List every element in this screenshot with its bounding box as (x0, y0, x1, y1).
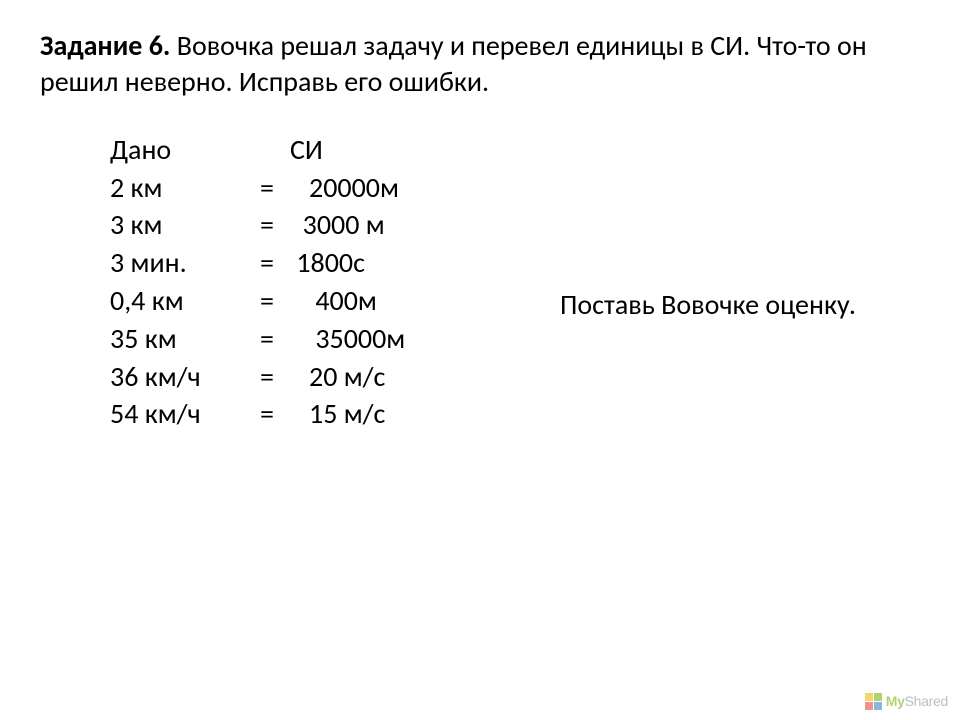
logo-text-shared: Shared (905, 693, 948, 709)
cell-eq: = (260, 206, 290, 244)
cell-value: 3000 м (290, 206, 385, 244)
grade-note: Поставь Вовочке оценку. (560, 286, 856, 324)
logo-text-my: My (886, 693, 905, 709)
table-header: Дано СИ (110, 131, 920, 169)
logo-square (874, 693, 882, 701)
cell-given: 0,4 км (110, 282, 260, 320)
cell-eq: = (260, 169, 290, 207)
cell-given: 36 км/ч (110, 358, 260, 396)
table-row: 54 км/ч = 15 м/с (110, 395, 920, 433)
logo-square (865, 693, 873, 701)
task-number: Задание 6. (40, 28, 170, 63)
cell-given: 3 км (110, 206, 260, 244)
cell-eq: = (260, 320, 290, 358)
cell-value: 20 м/с (290, 358, 385, 396)
cell-given: 2 км (110, 169, 260, 207)
cell-eq: = (260, 282, 290, 320)
cell-value: 400м (290, 282, 377, 320)
cell-value: 20000м (290, 169, 399, 207)
task-title: Задание 6. Вовочка решал задачу и переве… (40, 28, 920, 101)
table-row: 36 км/ч = 20 м/с (110, 358, 920, 396)
cell-value: 15 м/с (290, 395, 385, 433)
cell-given: 35 км (110, 320, 260, 358)
table-row: 3 мин. = 1800с (110, 244, 920, 282)
header-given: Дано (110, 131, 290, 169)
table-row: 3 км = 3000 м (110, 206, 920, 244)
logo-squares-icon (865, 692, 883, 710)
logo-square (874, 702, 882, 710)
table-row: 2 км = 20000м (110, 169, 920, 207)
cell-given: 3 мин. (110, 244, 260, 282)
cell-eq: = (260, 244, 290, 282)
page: Задание 6. Вовочка решал задачу и переве… (0, 0, 960, 720)
logo-square (865, 702, 873, 710)
cell-eq: = (260, 358, 290, 396)
cell-given: 54 км/ч (110, 395, 260, 433)
cell-value: 35000м (290, 320, 405, 358)
cell-eq: = (260, 395, 290, 433)
table-row: 35 км = 35000м (110, 320, 920, 358)
content-area: Дано СИ 2 км = 20000м 3 км = 3000 м 3 ми… (40, 131, 920, 433)
header-si: СИ (290, 131, 323, 169)
watermark-logo: MyShared (865, 692, 948, 710)
cell-value: 1800с (290, 244, 365, 282)
